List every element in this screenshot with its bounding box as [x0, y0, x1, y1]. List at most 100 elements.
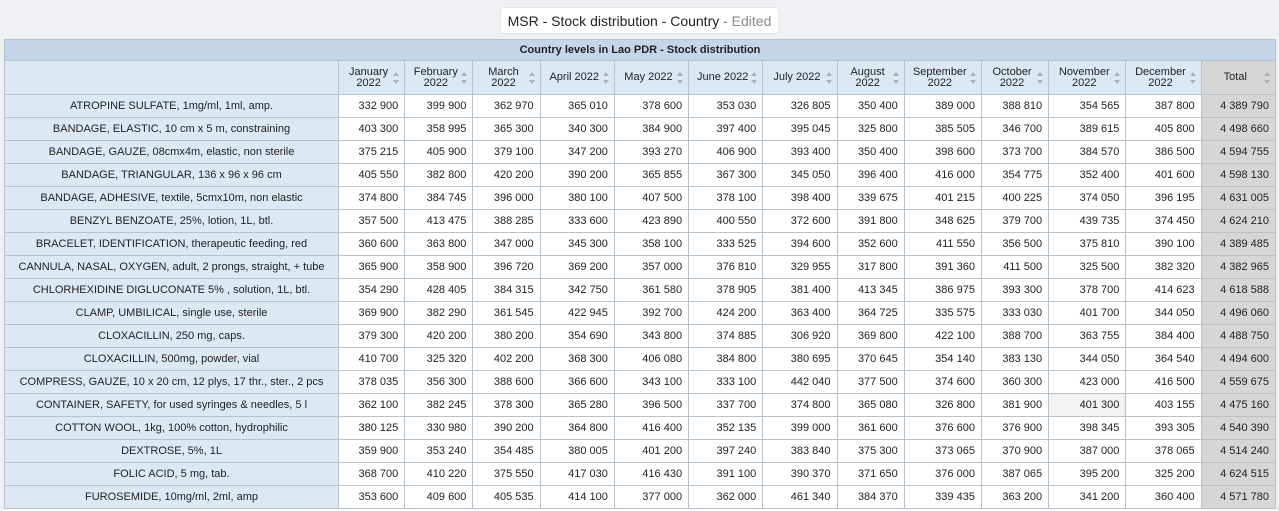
table-cell[interactable]: 370 900 [980, 439, 1050, 463]
table-cell[interactable]: 416 500 [1125, 370, 1202, 394]
table-cell[interactable]: 361 545 [472, 301, 541, 325]
table-cell[interactable]: 382 320 [1125, 255, 1202, 279]
table-cell[interactable]: 390 100 [1125, 232, 1202, 256]
sort-icon[interactable] [969, 71, 977, 84]
table-cell[interactable]: 326 805 [762, 94, 838, 118]
table-cell[interactable]: 360 600 [338, 232, 406, 256]
table-cell[interactable]: 375 550 [472, 462, 541, 486]
sort-icon[interactable] [528, 71, 536, 84]
table-cell[interactable]: 325 800 [836, 117, 905, 141]
table-cell[interactable]: 364 800 [539, 416, 615, 440]
table-cell[interactable]: 377 000 [613, 485, 690, 509]
table-cell[interactable]: 361 580 [613, 278, 690, 302]
sort-icon[interactable] [461, 71, 468, 84]
table-cell[interactable]: 365 080 [836, 393, 905, 417]
table-cell[interactable]: 367 300 [688, 163, 764, 187]
table-cell[interactable]: 378 035 [338, 370, 406, 394]
table-cell[interactable]: 374 885 [688, 324, 764, 348]
table-cell[interactable]: 356 300 [404, 370, 474, 394]
table-cell[interactable]: 343 100 [613, 370, 690, 394]
sort-icon[interactable] [892, 71, 900, 84]
table-cell[interactable]: 354 290 [338, 278, 406, 302]
table-cell[interactable]: 363 755 [1048, 324, 1127, 348]
table-cell[interactable]: 403 300 [338, 117, 406, 141]
table-cell[interactable]: 375 810 [1048, 232, 1127, 256]
table-cell[interactable]: 397 240 [688, 439, 764, 463]
table-cell[interactable]: 389 000 [903, 94, 982, 118]
table-cell[interactable]: 352 135 [688, 416, 764, 440]
table-cell[interactable]: 414 100 [539, 485, 615, 509]
table-cell[interactable]: 335 575 [903, 301, 982, 325]
sort-icon[interactable] [602, 71, 610, 84]
table-cell[interactable]: 363 800 [404, 232, 474, 256]
table-cell[interactable]: 380 100 [539, 186, 615, 210]
table-cell[interactable]: 390 370 [762, 462, 838, 486]
table-cell[interactable]: 386 975 [903, 278, 982, 302]
table-cell[interactable]: 344 050 [1125, 301, 1202, 325]
table-cell[interactable]: 413 345 [836, 278, 905, 302]
table-cell[interactable]: 374 800 [762, 393, 838, 417]
table-cell[interactable]: 354 140 [903, 347, 982, 371]
table-cell[interactable]: 390 200 [539, 163, 615, 187]
table-cell[interactable]: 387 800 [1125, 94, 1202, 118]
sort-icon[interactable] [825, 71, 833, 84]
table-cell[interactable]: 375 300 [836, 439, 905, 463]
table-cell[interactable]: 325 320 [404, 347, 474, 371]
sort-icon[interactable] [393, 71, 400, 84]
table-cell[interactable]: 346 700 [980, 117, 1050, 141]
table-cell[interactable]: 381 900 [980, 393, 1050, 417]
table-cell[interactable]: 325 200 [1125, 462, 1202, 486]
table-cell[interactable]: 360 400 [1125, 485, 1202, 509]
table-cell[interactable]: 405 535 [472, 485, 541, 509]
table-cell[interactable]: 374 600 [903, 370, 982, 394]
table-cell[interactable]: 400 550 [688, 209, 764, 233]
table-cell[interactable]: 385 505 [903, 117, 982, 141]
column-header[interactable]: April 2022 [539, 60, 615, 95]
table-cell[interactable]: 382 290 [404, 301, 474, 325]
table-cell[interactable]: 383 130 [980, 347, 1050, 371]
table-cell[interactable]: 369 200 [539, 255, 615, 279]
table-cell[interactable]: 384 315 [472, 278, 541, 302]
table-cell[interactable]: 373 065 [903, 439, 982, 463]
table-cell[interactable]: 333 600 [539, 209, 615, 233]
table-cell[interactable]: 352 600 [836, 232, 905, 256]
table-cell[interactable]: 396 400 [836, 163, 905, 187]
table-cell[interactable]: 386 500 [1125, 140, 1202, 164]
table-cell[interactable]: 350 400 [836, 94, 905, 118]
table-cell[interactable]: 357 500 [338, 209, 406, 233]
table-cell[interactable]: 407 500 [613, 186, 690, 210]
table-cell[interactable]: 390 200 [472, 416, 541, 440]
table-cell[interactable]: 393 300 [980, 278, 1050, 302]
table-cell[interactable]: 388 285 [472, 209, 541, 233]
table-cell[interactable]: 384 745 [404, 186, 474, 210]
table-cell[interactable]: 341 200 [1048, 485, 1127, 509]
column-header[interactable]: February 2022 [404, 60, 474, 95]
table-cell[interactable]: 376 810 [688, 255, 764, 279]
table-cell[interactable]: 368 300 [539, 347, 615, 371]
table-cell[interactable]: 369 900 [338, 301, 406, 325]
table-cell[interactable]: 345 050 [762, 163, 838, 187]
table-cell[interactable]: 339 675 [836, 186, 905, 210]
table-cell[interactable]: 371 650 [836, 462, 905, 486]
table-cell[interactable]: 330 980 [404, 416, 474, 440]
table-cell[interactable]: 397 400 [688, 117, 764, 141]
table-cell[interactable]: 398 600 [903, 140, 982, 164]
column-header[interactable]: January 2022 [338, 60, 406, 95]
table-cell[interactable]: 428 405 [404, 278, 474, 302]
table-cell[interactable]: 384 370 [836, 485, 905, 509]
table-cell[interactable]: 461 340 [762, 485, 838, 509]
table-cell[interactable]: 345 300 [539, 232, 615, 256]
table-cell[interactable]: 394 600 [762, 232, 838, 256]
table-cell[interactable]: 368 700 [338, 462, 406, 486]
sort-icon[interactable] [1264, 71, 1271, 84]
table-cell[interactable]: 380 125 [338, 416, 406, 440]
table-cell[interactable]: 400 225 [980, 186, 1050, 210]
table-cell[interactable]: 342 750 [539, 278, 615, 302]
table-cell[interactable]: 379 100 [472, 140, 541, 164]
table-cell[interactable]: 382 800 [404, 163, 474, 187]
table-cell[interactable]: 339 435 [903, 485, 982, 509]
table-cell[interactable]: 380 200 [472, 324, 541, 348]
table-cell[interactable]: 413 475 [404, 209, 474, 233]
table-cell[interactable]: 405 800 [1125, 117, 1202, 141]
table-cell[interactable]: 347 000 [472, 232, 541, 256]
